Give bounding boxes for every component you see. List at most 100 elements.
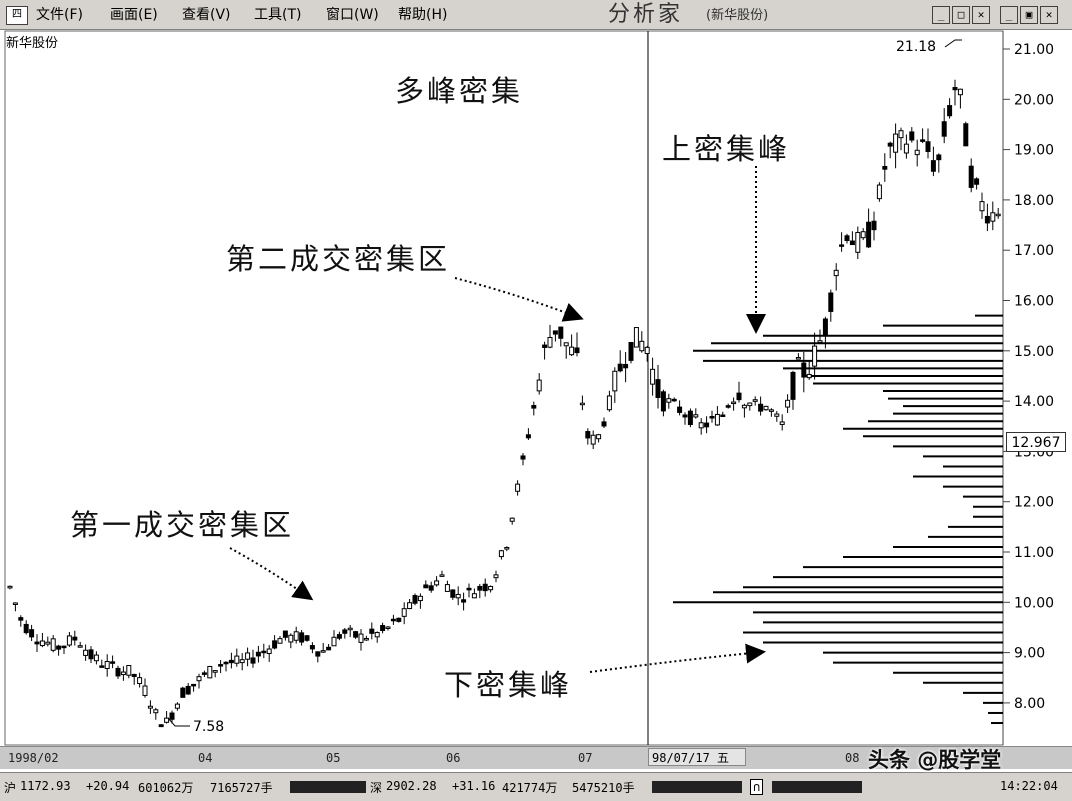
app-subtitle: (新华股份): [706, 8, 769, 23]
candle-body: [164, 717, 170, 723]
candle-body: [876, 184, 882, 200]
candle-body: [833, 269, 839, 277]
candle-body: [806, 373, 812, 379]
menu-bar: 四 文件(F) 画面(E) 查看(V) 工具(T) 窗口(W) 帮助(H) 分析…: [0, 0, 1072, 30]
price-tick-label: 21.00: [1014, 42, 1054, 58]
doc-close-icon[interactable]: ✕: [1040, 6, 1058, 24]
candle-body: [315, 651, 321, 657]
candle-body: [369, 628, 375, 634]
candle-body: [995, 213, 1001, 217]
candle-body: [417, 595, 423, 602]
candle-body: [180, 687, 186, 698]
candle-body: [990, 212, 996, 222]
sh-label: 沪: [4, 781, 17, 795]
candle-body: [277, 638, 283, 644]
candle-body: [585, 431, 591, 439]
watermark: 头条 @股学堂: [868, 748, 1002, 772]
candle-body: [174, 703, 180, 709]
candle-body: [687, 410, 693, 426]
candle-body: [342, 629, 348, 634]
candle-body: [655, 379, 661, 398]
candle-body: [126, 664, 132, 676]
candle-body: [471, 593, 477, 599]
cursor-date: 98/07/17 五: [648, 748, 746, 766]
sz-amount: 421774万: [502, 781, 558, 795]
doc-restore-icon[interactable]: ▣: [1020, 6, 1038, 24]
menu-help[interactable]: 帮助(H): [398, 7, 448, 23]
candle-body: [882, 166, 888, 170]
candle-body: [147, 705, 153, 709]
candle-body: [747, 402, 753, 407]
alarm-icon[interactable]: ∩: [750, 779, 764, 795]
candle-body: [671, 398, 677, 402]
candle-body: [309, 645, 315, 650]
candle-body: [633, 327, 639, 348]
minimize-icon[interactable]: _: [932, 6, 950, 24]
menu-view[interactable]: 查看(V): [182, 7, 231, 23]
price-tick-label: 12.00: [1014, 495, 1054, 511]
candle-body: [218, 664, 224, 667]
sh-amount: 601062万: [138, 781, 194, 795]
candle-body: [736, 392, 742, 401]
candle-body: [801, 362, 807, 378]
candle-body: [61, 645, 67, 649]
candle-body: [639, 340, 645, 352]
candle-body: [957, 88, 963, 96]
candle-body: [720, 414, 726, 418]
maximize-icon[interactable]: □: [952, 6, 970, 24]
price-axis: 21.00 20.00 19.00 18.00 17.00 16.00 15.00 14.00…: [1003, 42, 1054, 712]
candle-body: [563, 342, 569, 347]
candle-body: [504, 546, 510, 550]
current-price-label: 12.967: [1006, 432, 1066, 452]
candle-body: [714, 413, 720, 426]
close-icon[interactable]: ✕: [972, 6, 990, 24]
candle-body: [23, 623, 29, 634]
candle-body: [887, 142, 893, 147]
candle-body: [596, 434, 602, 440]
menu-file[interactable]: 文件(F): [36, 7, 83, 23]
candle-body: [196, 676, 202, 682]
menu-tools[interactable]: 工具(T): [254, 7, 302, 23]
candle-body: [228, 659, 234, 664]
candle-body: [401, 608, 407, 617]
candle-body: [855, 231, 861, 253]
annotation-zone1: 第一成交密集区: [70, 508, 295, 542]
candle-body: [353, 631, 359, 638]
candle-body: [984, 215, 990, 224]
candle-body: [941, 121, 947, 137]
candle-body: [169, 712, 175, 720]
candle-body: [434, 580, 440, 586]
candle-body: [682, 414, 688, 418]
price-tick-label: 17.00: [1014, 243, 1054, 259]
candle-body: [158, 724, 164, 728]
candle-body: [828, 292, 834, 312]
clock: 14:22:04: [1000, 779, 1058, 793]
candle-body: [385, 626, 391, 630]
candle-body: [461, 599, 467, 603]
candle-body: [812, 345, 818, 367]
menu-screen[interactable]: 画面(E): [110, 7, 158, 23]
candle-body: [45, 641, 51, 645]
candle-body: [542, 344, 548, 348]
candle-body: [120, 671, 126, 676]
price-tick-label: 8.00: [1014, 696, 1045, 712]
candle-body: [741, 404, 747, 409]
candle-body: [552, 330, 558, 335]
candle-body: [450, 589, 456, 598]
kline-chart[interactable]: 21.00 20.00 19.00 18.00 17.00 16.00 15.00 14.00…: [0, 30, 1072, 746]
menu-window[interactable]: 窗口(W): [326, 7, 379, 23]
candle-body: [239, 659, 245, 664]
app-icon[interactable]: 四: [6, 6, 28, 25]
candle-body: [914, 149, 920, 156]
candle-body: [207, 665, 213, 679]
annotation-lower-peak: 下密集峰: [444, 668, 573, 702]
candlesticks: [7, 79, 1001, 728]
candle-body: [493, 574, 499, 579]
doc-minimize-icon[interactable]: _: [1000, 6, 1018, 24]
candle-body: [774, 413, 780, 417]
candle-body: [952, 87, 958, 91]
annotation-upper-peak: 上密集峰: [662, 132, 791, 166]
candle-body: [191, 683, 197, 687]
candle-body: [606, 395, 612, 411]
date-tick: 08: [845, 751, 860, 765]
